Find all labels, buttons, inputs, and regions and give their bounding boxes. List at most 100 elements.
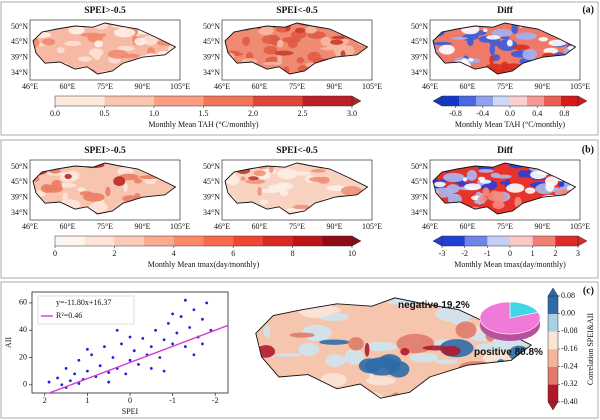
map-patch — [88, 48, 104, 57]
point — [171, 312, 175, 316]
map-patch — [281, 36, 302, 43]
map-patch — [113, 27, 136, 38]
map-patch — [433, 41, 452, 46]
map-patch — [487, 191, 506, 202]
point — [103, 345, 106, 348]
colorbar-segment — [548, 349, 558, 367]
point — [60, 383, 64, 387]
colorbar-tick-label: 1.5 — [199, 109, 209, 118]
map-patch — [338, 291, 349, 296]
lat-label: 39°N — [11, 192, 28, 201]
map-patch — [344, 45, 354, 51]
pie-category: positive — [474, 347, 512, 358]
lon-label: 90°E — [326, 82, 342, 91]
colorbar-extension — [577, 235, 588, 247]
colorbar-extension — [577, 95, 588, 107]
colorbar-segment — [203, 236, 234, 246]
map-patch — [472, 375, 491, 393]
map-patch — [446, 390, 461, 395]
colorbar-segment — [55, 236, 85, 246]
colorbar-tick-label: -0.8 — [449, 109, 462, 118]
map-patch — [501, 36, 510, 40]
colorbar-segment — [55, 96, 105, 106]
colorbar-tick-label: 0.0 — [505, 109, 515, 118]
map-region — [33, 23, 176, 74]
lon-label: 46°E — [422, 82, 438, 91]
colorbar-extension — [351, 95, 362, 107]
map-patch — [107, 49, 128, 59]
map-patch — [417, 394, 456, 399]
map-patch — [257, 186, 262, 196]
lon-label: 105°E — [170, 222, 190, 231]
map-patch — [466, 169, 478, 181]
lon-label: 60°E — [59, 222, 75, 231]
lat-label: 34°N — [411, 208, 428, 217]
map-patch — [485, 403, 504, 409]
lon-label: 75°E — [289, 222, 305, 231]
colorbar-segment — [144, 236, 175, 246]
map-patch — [298, 342, 320, 357]
map-patch — [258, 188, 280, 194]
colorbar-frame — [54, 235, 353, 247]
map-patch — [105, 186, 111, 197]
map-title: SPEI<-0.5 — [276, 6, 318, 16]
map-border — [432, 22, 577, 75]
map-patch — [255, 378, 264, 391]
colorbar-segment — [442, 236, 465, 246]
point — [64, 367, 68, 370]
x-tick-label: 2 — [43, 396, 47, 405]
point — [85, 369, 89, 373]
map-patch — [274, 50, 294, 56]
map-patch — [64, 173, 72, 180]
point — [98, 364, 102, 368]
map-patch — [543, 47, 558, 54]
lon-label: 60°E — [459, 82, 475, 91]
map-patch — [77, 187, 86, 192]
map-patch — [289, 332, 315, 338]
map-patch — [511, 23, 518, 34]
lon-label: 75°E — [497, 222, 513, 231]
colorbar-extension — [547, 401, 559, 411]
colorbar-segment — [548, 331, 558, 350]
colorbar-segment — [548, 384, 558, 403]
map-patch — [240, 176, 246, 181]
colorbar-segment — [548, 313, 558, 332]
map-patch — [305, 26, 317, 34]
pie-label: negative 19.2% — [398, 300, 470, 311]
map-patch — [41, 38, 56, 46]
map-patch — [40, 184, 53, 193]
colorbar-segment — [292, 236, 323, 246]
lat-label: 50°N — [411, 22, 428, 31]
map-patch — [78, 56, 92, 62]
point — [56, 376, 59, 380]
colorbar-tick-label: 2 — [553, 249, 557, 258]
lat-label: 45°N — [11, 37, 28, 46]
colorbar-segment — [532, 236, 556, 246]
lat-label: 50°N — [11, 22, 28, 31]
colorbar-tick-label: 1 — [531, 249, 535, 258]
map-patch — [439, 44, 455, 55]
panel-frame — [0, 281, 599, 419]
lat-label: 50°N — [203, 22, 220, 31]
colorbar-extension — [432, 235, 443, 247]
colorbar-segment — [476, 96, 494, 106]
map-patch — [255, 392, 272, 399]
map-patch — [253, 170, 266, 177]
y-tick-label: 60 — [19, 298, 27, 307]
y-axis-label: AII — [4, 337, 13, 348]
map-patch — [277, 54, 283, 64]
point — [183, 345, 187, 348]
lat-label: 34°N — [11, 208, 28, 217]
colorbar-extension — [547, 287, 559, 297]
x-tick-label: -1 — [169, 396, 176, 405]
lon-label: 46°E — [22, 222, 38, 231]
map-patch — [482, 187, 490, 197]
point — [166, 321, 170, 325]
map-patch — [363, 341, 399, 352]
pie-slice — [479, 301, 541, 335]
colorbar-tick-label: 2.0 — [248, 109, 258, 118]
map-patch — [516, 398, 532, 399]
map-patch — [492, 200, 505, 210]
map-patch — [294, 27, 306, 34]
map-fill — [225, 23, 368, 74]
